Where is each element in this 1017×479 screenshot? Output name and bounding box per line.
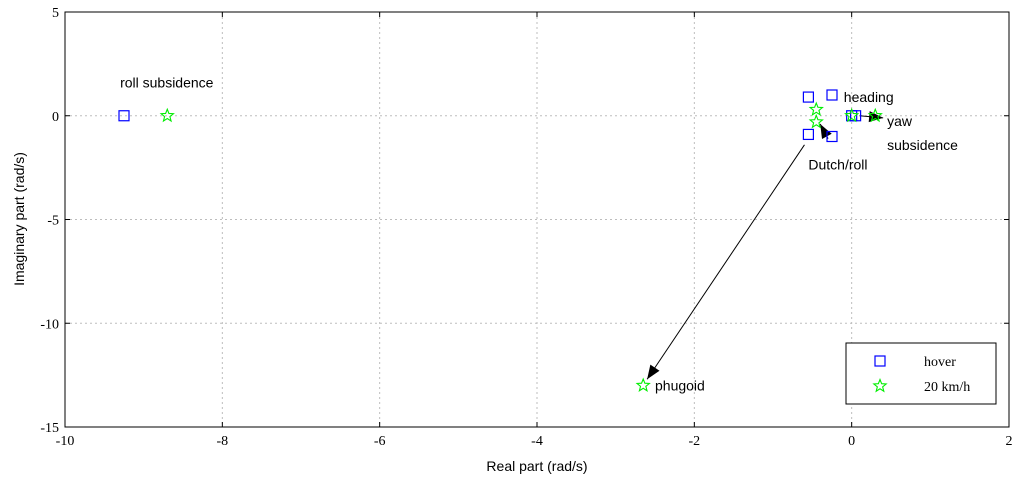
y-tick-label: -10 — [40, 317, 59, 332]
x-tick-label: 2 — [1006, 434, 1013, 449]
legend-entries: hover 20 km/h — [872, 355, 970, 395]
annotation-label: heading — [844, 89, 894, 105]
arrow-line — [646, 144, 805, 380]
annotation-label: subsidence — [887, 137, 958, 153]
x-tick-label: 0 — [848, 434, 855, 449]
legend-box — [845, 342, 997, 405]
annotation-label: Dutch/roll — [808, 157, 867, 173]
x-tick-label: -8 — [216, 434, 228, 449]
y-tick-label: 0 — [52, 110, 59, 125]
annotation-label: phugoid — [655, 378, 705, 394]
hover-point — [826, 89, 838, 101]
legend-label: hover — [924, 355, 956, 370]
legend-marker — [872, 377, 888, 393]
arrow-head — [647, 364, 660, 380]
y-axis-label: Imaginary part (rad/s) — [11, 152, 27, 286]
speed-20-point — [844, 107, 860, 123]
x-tick-label: -2 — [688, 434, 700, 449]
data-markers — [118, 89, 883, 392]
hover-point — [802, 91, 815, 103]
x-tick-label: -4 — [531, 434, 543, 449]
hover-point — [802, 128, 815, 141]
hover-point — [118, 110, 130, 122]
x-tick-label: -10 — [56, 434, 75, 449]
legend: hover 20 km/h — [845, 342, 997, 405]
x-tick-label: -6 — [374, 434, 386, 449]
hover-point — [826, 130, 838, 143]
legend-label: 20 km/h — [924, 380, 970, 395]
arrow-head — [820, 124, 832, 139]
speed-20-point — [808, 113, 824, 129]
speed-20-point — [867, 107, 883, 123]
y-tick-label: 5 — [52, 6, 59, 21]
x-axis-label: Real part (rad/s) — [486, 458, 587, 474]
annotation-label: roll subsidence — [120, 75, 214, 91]
annotations: roll subsidence heading yaw subsidence Dutch… — [120, 75, 958, 394]
speed-20-point — [635, 377, 651, 392]
speed-20-point — [808, 101, 824, 117]
speed-20-point — [159, 107, 175, 123]
legend-marker — [874, 355, 886, 367]
y-tick-label: -15 — [40, 421, 59, 436]
annotation-label: yaw — [887, 113, 913, 129]
plot-frame — [64, 11, 1010, 428]
y-tick-label: -5 — [47, 214, 59, 229]
